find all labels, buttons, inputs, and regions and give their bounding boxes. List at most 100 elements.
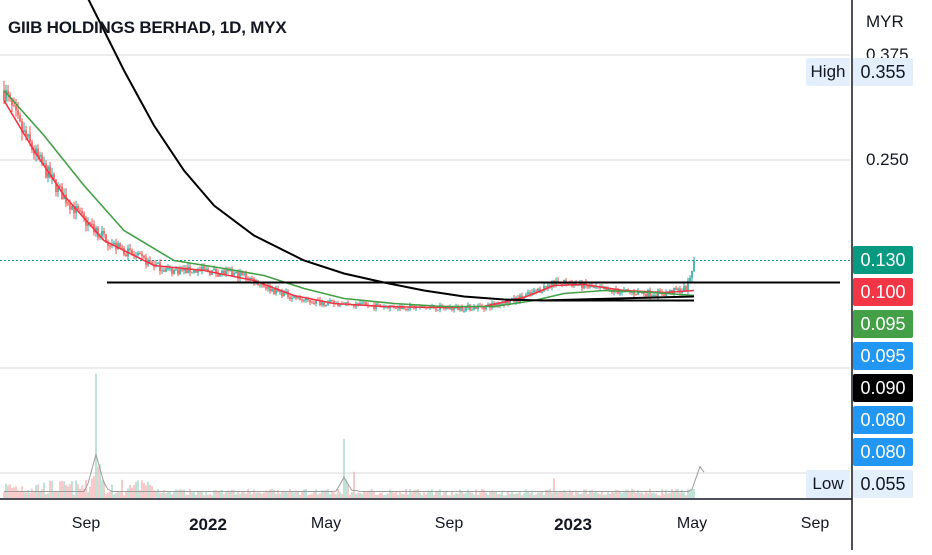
volume-bar <box>609 493 611 498</box>
volume-bar <box>309 494 311 498</box>
candle-body <box>107 242 109 246</box>
volume-bar <box>249 491 251 498</box>
volume-bar <box>141 480 143 498</box>
candle-body <box>151 262 153 265</box>
x-tick-label: 2022 <box>189 515 227 534</box>
volume-bar <box>301 492 303 498</box>
candle-body <box>323 302 325 306</box>
volume-bar <box>605 494 607 498</box>
volume-bar <box>205 491 207 498</box>
volume-bar <box>435 490 437 498</box>
volume-bar <box>613 492 615 498</box>
volume-bar <box>279 493 281 498</box>
volume-bar <box>663 494 665 498</box>
volume-bar <box>565 490 567 498</box>
candle-body <box>633 291 635 295</box>
volume-bar <box>305 488 307 498</box>
volume-bar <box>357 492 359 498</box>
volume-bar <box>633 489 635 498</box>
candle-body <box>171 268 173 274</box>
candle-body <box>89 222 91 224</box>
candle-body <box>165 268 167 272</box>
volume-bar <box>39 491 41 498</box>
candle-body <box>15 105 17 111</box>
candle-body <box>449 307 451 310</box>
volume-bar <box>175 489 177 498</box>
volume-bar <box>627 490 629 498</box>
candle-body <box>69 204 71 210</box>
symbol-title[interactable]: GIIB HOLDINGS BERHAD, 1D, MYX <box>8 18 287 37</box>
candle-body <box>213 268 215 271</box>
high-value: 0.355 <box>853 58 913 86</box>
volume-bar <box>461 491 463 498</box>
low-value: 0.055 <box>853 470 913 498</box>
candle-body <box>73 206 75 214</box>
volume-bar <box>551 492 553 498</box>
candle-body <box>263 284 265 287</box>
volume-bar <box>575 490 577 498</box>
volume-bar <box>19 490 21 498</box>
candle-body <box>435 308 437 311</box>
candle-body <box>283 292 285 297</box>
volume-bar <box>491 490 493 498</box>
volume-bar <box>657 495 659 498</box>
candle-body <box>291 297 293 299</box>
volume-bar <box>629 491 631 498</box>
volume-bar <box>689 490 691 498</box>
volume-bar <box>281 491 283 498</box>
candle-body <box>659 290 661 292</box>
candle-body <box>91 223 93 225</box>
volume-bar <box>401 493 403 498</box>
volume-bar <box>647 493 649 498</box>
candle-body <box>109 245 111 247</box>
x-tick-label: Sep <box>800 515 830 532</box>
volume-bar <box>135 482 137 498</box>
volume-bar <box>57 491 59 498</box>
volume-bar <box>425 494 427 498</box>
candle-body <box>261 284 263 286</box>
candle-body <box>535 290 537 292</box>
candle-body <box>105 234 107 243</box>
candle-body <box>5 90 7 101</box>
volume-bar <box>589 490 591 498</box>
candle-body <box>99 236 101 238</box>
candle-body <box>217 273 219 277</box>
candle-body <box>691 271 693 278</box>
candle-body <box>645 294 647 297</box>
price-tag-last: 0.130 <box>853 246 913 274</box>
volume-bar <box>99 464 101 498</box>
candle-body <box>689 277 691 281</box>
axes-frame <box>0 0 853 550</box>
volume-bar <box>345 479 347 498</box>
high-label: High <box>806 58 850 86</box>
volume-bar <box>11 488 13 498</box>
volume-bar <box>617 490 619 498</box>
volume-bar <box>287 492 289 498</box>
volume-bar <box>285 491 287 498</box>
volume-bar <box>397 494 399 498</box>
volume-bar <box>691 488 693 498</box>
volume-bar <box>41 489 43 498</box>
candle-body <box>97 227 99 238</box>
volume-bar <box>405 489 407 498</box>
candle-body <box>311 302 313 304</box>
price-tag-blue-2: 0.080 <box>853 406 913 434</box>
volume-bar <box>61 481 63 498</box>
volume-bar <box>241 491 243 498</box>
volume-bar <box>599 493 601 498</box>
candle-body <box>195 270 197 273</box>
volume-bar <box>195 494 197 498</box>
volume-bar <box>177 490 179 498</box>
volume-bar <box>369 490 371 498</box>
candle-body <box>119 243 121 248</box>
volume-bar <box>221 490 223 498</box>
volume-bar <box>375 495 377 498</box>
candle-body <box>445 307 447 310</box>
volume-bar <box>147 481 149 498</box>
candle-body <box>363 302 365 304</box>
volume-bar <box>209 494 211 498</box>
volume-bar <box>391 490 393 498</box>
volume-bar <box>471 492 473 498</box>
